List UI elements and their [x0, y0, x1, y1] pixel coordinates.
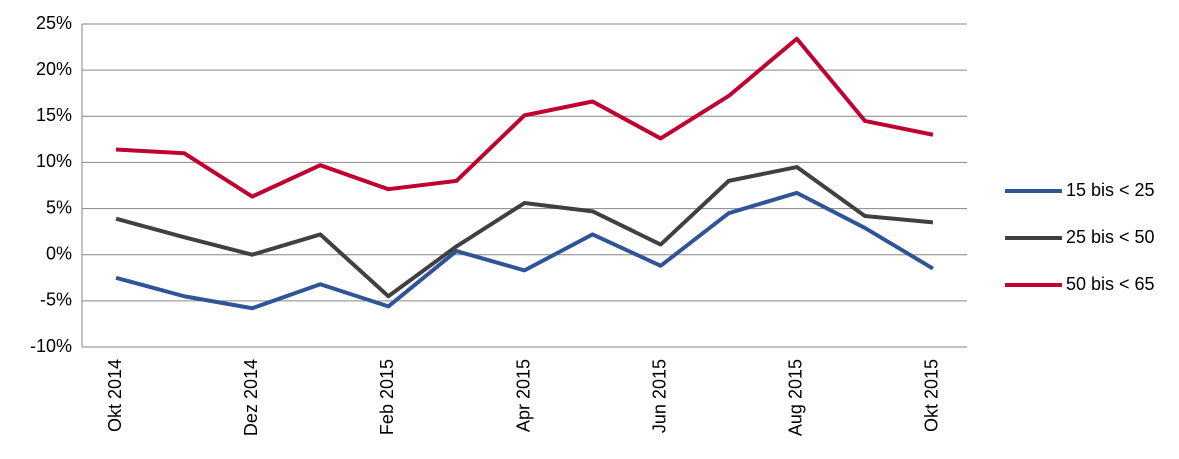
x-tick-label: Apr 2015 [513, 359, 533, 432]
series-line [115, 190, 934, 311]
legend-label: 25 bis < 50 [1066, 227, 1155, 247]
y-tick-label: 20% [36, 59, 72, 79]
x-tick-label: Dez 2014 [241, 359, 261, 436]
y-tick-label: -5% [40, 290, 72, 310]
y-tick-label: 10% [36, 151, 72, 171]
legend-label: 15 bis < 25 [1066, 180, 1155, 200]
y-tick-label: 15% [36, 105, 72, 125]
y-tick-label: -10% [30, 336, 72, 356]
y-tick-label: 0% [46, 243, 72, 263]
x-tick-label: Jun 2015 [649, 359, 669, 433]
y-tick-label: 5% [46, 197, 72, 217]
x-tick-label: Aug 2015 [786, 359, 806, 436]
x-tick-label: Feb 2015 [377, 359, 397, 435]
series-line [115, 165, 934, 299]
y-tick-label: 25% [36, 13, 72, 33]
series-line [115, 36, 934, 199]
legend-label: 50 bis < 65 [1066, 274, 1155, 294]
x-tick-label: Okt 2014 [105, 359, 125, 432]
x-tick-label: Okt 2015 [922, 359, 942, 432]
